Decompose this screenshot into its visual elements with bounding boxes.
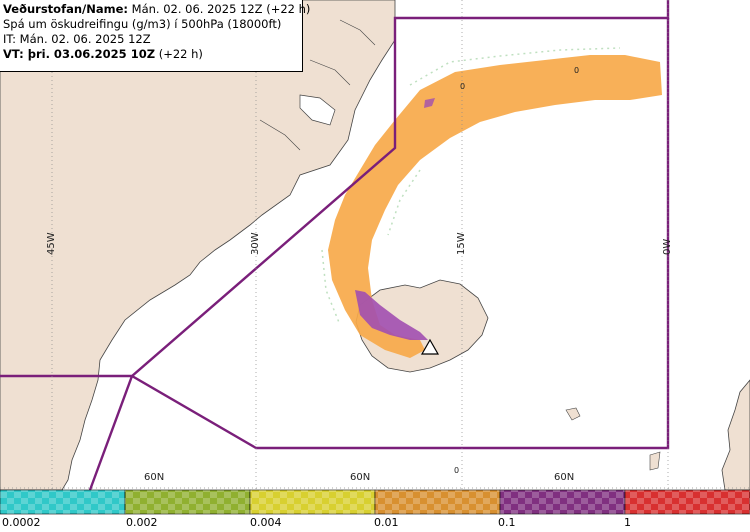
lon-label-30w: 30W bbox=[250, 232, 261, 255]
legend-bar bbox=[0, 489, 750, 515]
ash-plume-low bbox=[328, 55, 662, 358]
ash-plume-fringe bbox=[321, 47, 621, 326]
legend-tick: 0.01 bbox=[374, 516, 399, 529]
shetland-islands bbox=[649, 451, 661, 471]
greenland-coast-detail bbox=[259, 19, 376, 151]
greenland-fjord bbox=[299, 94, 336, 126]
lead-time: (+22 h) bbox=[158, 47, 203, 61]
legend-tick: 1 bbox=[624, 516, 631, 529]
lon-label-0w: 0W bbox=[662, 238, 673, 255]
graticule bbox=[0, 0, 750, 490]
ash-plume-high-north bbox=[424, 98, 435, 108]
initial-time: IT: Mán. 02. 06. 2025 12Z bbox=[3, 32, 151, 46]
valid-time: VT: þri. 03.06.2025 10Z bbox=[3, 47, 156, 61]
issuer-label: Veðurstofan/Name: bbox=[3, 2, 128, 16]
contour-label: 0 bbox=[460, 82, 466, 91]
warning-triangle-icon bbox=[420, 338, 440, 355]
lat-label-60n-east: 60N bbox=[554, 472, 575, 483]
issue-time: Mán. 02. 06. 2025 12Z (+22 h) bbox=[131, 2, 311, 16]
lon-label-45w: 45W bbox=[46, 232, 57, 255]
forecast-info-box: Veðurstofan/Name: Mán. 02. 06. 2025 12Z … bbox=[0, 0, 310, 72]
lat-label-60n-center: 60N bbox=[350, 472, 371, 483]
forecast-description: Spá um öskudreifingu (g/m3) í 500hPa (18… bbox=[3, 17, 282, 31]
fir-boundary-sw bbox=[88, 375, 134, 491]
info-line-4: VT: þri. 03.06.2025 10Z (+22 h) bbox=[3, 47, 302, 62]
legend-tick: 0.002 bbox=[126, 516, 158, 529]
greenland-land bbox=[0, 0, 396, 491]
faroe-islands bbox=[565, 407, 581, 421]
legend-tick: 0.1 bbox=[498, 516, 516, 529]
contour-label: 0 bbox=[454, 466, 460, 475]
ash-plume-high bbox=[355, 290, 428, 340]
lat-label-60n-west: 60N bbox=[144, 472, 165, 483]
legend-tick: 0.004 bbox=[250, 516, 282, 529]
legend-tick: 0.0002 bbox=[2, 516, 41, 529]
info-line-1: Veðurstofan/Name: Mán. 02. 06. 2025 12Z … bbox=[3, 2, 310, 17]
contour-label: 0 bbox=[574, 66, 580, 75]
lon-label-15w: 15W bbox=[456, 232, 467, 255]
fir-boundary bbox=[0, 0, 670, 378]
